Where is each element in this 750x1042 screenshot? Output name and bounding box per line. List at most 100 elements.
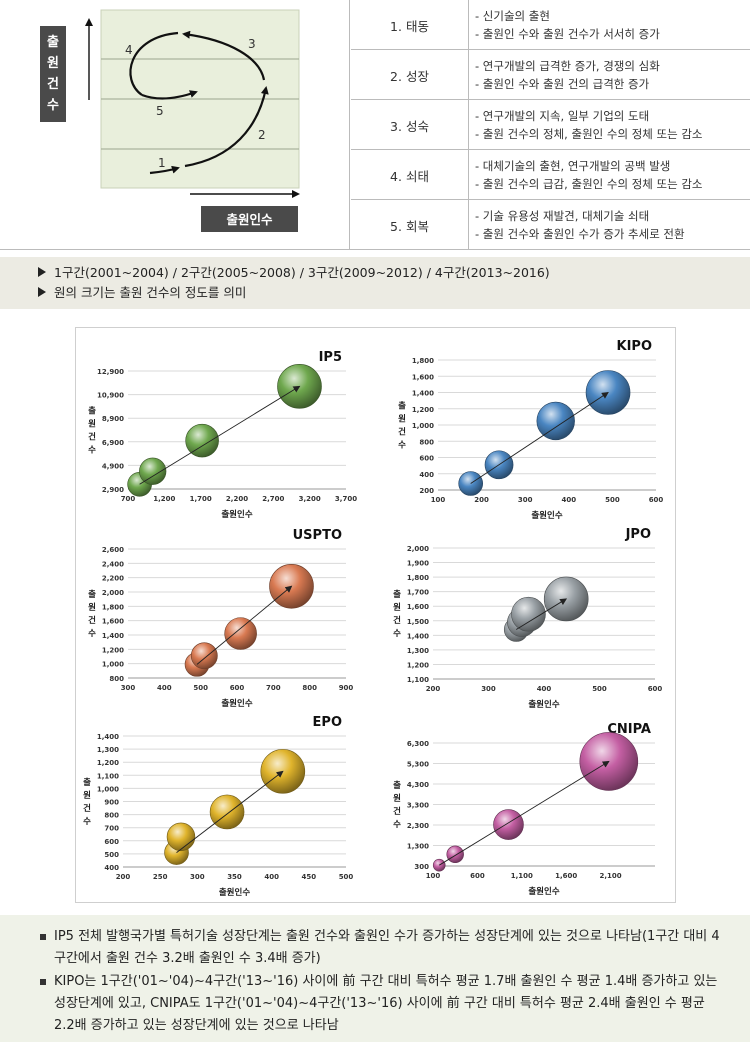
y-tick-label: 2,600 (102, 546, 124, 554)
bubble (139, 457, 167, 485)
chart-title: USPTO (293, 528, 342, 543)
y-tick-label: 8,900 (102, 415, 124, 423)
cycle-arrow-5 (141, 90, 198, 100)
bubble (209, 794, 245, 830)
y-tick-label: 1,800 (407, 574, 429, 582)
x-tick-label: 1,600 (555, 872, 577, 880)
y-tick-label: 800 (109, 675, 124, 683)
y-tick-label: 2,000 (407, 545, 429, 553)
cycle-number-5: 5 (156, 104, 164, 118)
y-tick-label: 4,300 (407, 781, 429, 789)
stage-name: 2. 성장 (351, 50, 469, 100)
bubble (166, 822, 196, 852)
x-tick-label: 500 (592, 685, 607, 693)
x-axis-label: 출원인수 (528, 699, 559, 710)
y-tick-label: 800 (104, 812, 119, 820)
summary-item: IP5 전체 발행국가별 특허기술 성장단계는 출원 건수와 출원인 수가 증가… (40, 926, 720, 970)
x-tick-label: 100 (426, 872, 441, 880)
stage-desc-line: - 기술 유용성 재발견, 대체기술 쇠태 (475, 209, 650, 223)
note-line: 원의 크기는 출원 건수의 정도를 의미 (38, 283, 750, 303)
stage-row: 2. 성장 - 연구개발의 급격한 증가, 경쟁의 심화 - 출원인 수와 출원… (351, 50, 750, 100)
x-tick-label: 250 (153, 873, 168, 881)
x-tick-label: 400 (264, 873, 279, 881)
y-tick-label: 500 (104, 851, 119, 859)
stage-name: 4. 쇠태 (351, 150, 469, 200)
cycle-arrow-1 (149, 165, 180, 175)
y-tick-label: 1,400 (102, 632, 124, 640)
trend-arrow (196, 585, 293, 665)
note-line: 1구간(2001~2004) / 2구간(2005~2008) / 3구간(20… (38, 263, 750, 283)
y-tick-label: 300 (414, 863, 429, 871)
y-tick-label: 10,900 (97, 392, 124, 400)
cycle-number-1: 1 (158, 156, 166, 170)
stage-overview: 출 원 건 수 출원인수 1 2 3 4 5 1. 태동 - 신기술의 출현 -… (0, 0, 750, 250)
x-axis-label-box (201, 206, 298, 232)
y-tick-label: 1,100 (407, 676, 429, 684)
stage-description: - 기술 유용성 재발견, 대체기술 쇠태 - 출원 건수와 출원인 수가 증가… (475, 200, 750, 250)
triangle-bullet-icon (38, 267, 46, 277)
x-tick-label: 600 (648, 685, 663, 693)
x-tick-label: 2,100 (600, 872, 622, 880)
cycle-number-2: 2 (258, 128, 266, 142)
y-tick-label: 1,400 (412, 390, 434, 398)
stage-desc-line: - 출원 건수와 출원인 수가 증가 추세로 전환 (475, 227, 685, 241)
y-axis-label-char: 건 (47, 76, 59, 92)
x-tick-label: 1,700 (190, 495, 212, 503)
y-tick-label: 1,600 (102, 618, 124, 626)
y-tick-label: 1,700 (407, 589, 429, 597)
y-tick-label: 2,200 (102, 575, 124, 583)
x-tick-label: 2,200 (226, 495, 248, 503)
stage-desc-line: - 대체기술의 출현, 연구개발의 공백 발생 (475, 159, 671, 173)
bubble-charts-panel: 2,900 4,900 6,900 8,900 10,900 12,900 700 1,200… (75, 327, 676, 903)
x-tick-label: 500 (339, 873, 354, 881)
chart-uspto: 800 1,000 1,200 1,400 1,600 1,800 2,000 2,200 2,… (88, 528, 353, 709)
y-tick-label: 1,300 (407, 843, 429, 851)
x-tick-label: 1,200 (153, 495, 175, 503)
trend-arrow (176, 770, 284, 853)
stage-description: - 연구개발의 지속, 일부 기업의 도태 - 출원 건수의 정체, 출원인 수… (475, 100, 750, 150)
stage-table: 1. 태동 - 신기술의 출현 - 출원인 수와 출원 건수가 서서히 증가 2… (351, 0, 750, 250)
stage-desc-line: - 출원인 수와 출원 건수가 서서히 증가 (475, 27, 660, 41)
chart-title: JPO (625, 527, 651, 542)
y-tick-label: 800 (419, 438, 434, 446)
y-tick-label: 5,300 (407, 761, 429, 769)
x-tick-label: 300 (518, 496, 533, 504)
x-tick-label: 200 (474, 496, 489, 504)
x-tick-label: 700 (121, 495, 136, 503)
x-tick-label: 300 (481, 685, 496, 693)
y-axis-label-char: 원 (47, 56, 59, 71)
stage-desc-line: - 연구개발의 급격한 증가, 경쟁의 심화 (475, 59, 660, 73)
stage-description: - 연구개발의 급격한 증가, 경쟁의 심화 - 출원인 수와 출원 건의 급격… (475, 50, 750, 100)
trend-arrow (139, 385, 301, 485)
y-axis-label-char: 출 (47, 34, 59, 50)
x-tick-label: 400 (537, 685, 552, 693)
x-axis-label: 출원인수 (221, 509, 252, 520)
y-tick-label: 2,400 (102, 560, 124, 568)
notes-bar: 1구간(2001~2004) / 2구간(2005~2008) / 3구간(20… (0, 257, 750, 309)
x-axis-label: 출원인수 (219, 887, 250, 898)
note-text: 원의 크기는 출원 건수의 정도를 의미 (54, 285, 247, 300)
x-tick-label: 350 (227, 873, 242, 881)
x-tick-label: 100 (431, 496, 446, 504)
x-tick-label: 600 (230, 684, 245, 692)
stage-name: 3. 성숙 (351, 100, 469, 150)
bubble (190, 642, 218, 670)
trend-arrow (438, 760, 610, 866)
y-tick-label: 1,300 (407, 647, 429, 655)
y-tick-label: 200 (419, 487, 434, 495)
x-tick-label: 500 (193, 684, 208, 692)
stage-row: 3. 성숙 - 연구개발의 지속, 일부 기업의 도태 - 출원 건수의 정체,… (351, 100, 750, 150)
y-tick-label: 1,200 (407, 661, 429, 669)
y-tick-label: 6,300 (407, 740, 429, 748)
y-tick-label: 6,900 (102, 439, 124, 447)
y-tick-label: 4,900 (102, 462, 124, 470)
x-tick-label: 3,700 (335, 495, 357, 503)
stage-row: 1. 태동 - 신기술의 출현 - 출원인 수와 출원 건수가 서서히 증가 (351, 0, 750, 50)
stage-desc-line: - 출원 건수의 정체, 출원인 수의 정체 또는 감소 (475, 127, 703, 141)
y-tick-label: 600 (419, 455, 434, 463)
y-tick-label: 1,000 (412, 422, 434, 430)
y-tick-label: 1,600 (412, 373, 434, 381)
y-tick-label: 1,800 (412, 357, 434, 365)
x-tick-label: 500 (605, 496, 620, 504)
